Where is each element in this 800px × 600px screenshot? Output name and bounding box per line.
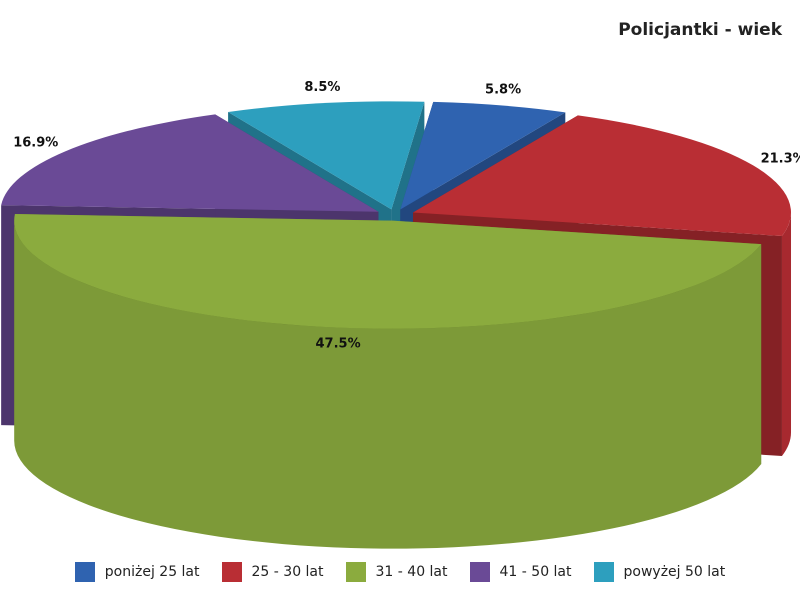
pie-slice-powy-ej-50-lat bbox=[228, 101, 425, 210]
legend-swatch bbox=[593, 562, 614, 582]
legend-label: powyżej 50 lat bbox=[623, 564, 726, 580]
pie-slice-poni-ej-25-lat bbox=[400, 101, 566, 210]
legend-label: 31 - 40 lat bbox=[375, 564, 448, 580]
pie-slice-41-50-lat bbox=[1, 114, 379, 212]
legend: poniżej 25 lat 25 - 30 lat 31 - 40 lat 41 -… bbox=[0, 562, 800, 582]
data-label-poni-ej-25-lat: 5.8% bbox=[485, 83, 521, 98]
chart-title: Policjantki - wiek bbox=[618, 20, 782, 40]
legend-label: poniżej 25 lat bbox=[104, 564, 200, 580]
data-label-41-50-lat: 16.9% bbox=[13, 135, 58, 150]
legend-item-powy-ej-50-lat: powyżej 50 lat bbox=[593, 562, 726, 582]
legend-label: 41 - 50 lat bbox=[499, 564, 572, 580]
data-label-31-40-lat: 47.5% bbox=[316, 337, 361, 352]
legend-swatch bbox=[345, 562, 366, 582]
legend-item-poni-ej-25-lat: poniżej 25 lat bbox=[74, 562, 200, 582]
legend-swatch bbox=[469, 562, 490, 582]
pie-slice-25-30-lat bbox=[413, 115, 792, 237]
legend-swatch bbox=[221, 562, 242, 582]
pie-chart: 5.8% 21.3% 47.5% 16.9% 8.5% bbox=[1, 80, 800, 549]
legend-item-41-50-lat: 41 - 50 lat bbox=[469, 562, 572, 582]
pie-slice-31-40-lat-side bbox=[14, 220, 762, 549]
data-label-powy-ej-50-lat: 8.5% bbox=[304, 80, 340, 95]
legend-label: 25 - 30 lat bbox=[251, 564, 324, 580]
pie-slice-31-40-lat bbox=[14, 213, 762, 329]
legend-item-25-30-lat: 25 - 30 lat bbox=[221, 562, 324, 582]
pie-slice-25-30-lat-side bbox=[781, 212, 792, 457]
legend-item-31-40-lat: 31 - 40 lat bbox=[345, 562, 448, 582]
legend-swatch bbox=[74, 562, 95, 582]
data-label-25-30-lat: 21.3% bbox=[761, 151, 800, 166]
